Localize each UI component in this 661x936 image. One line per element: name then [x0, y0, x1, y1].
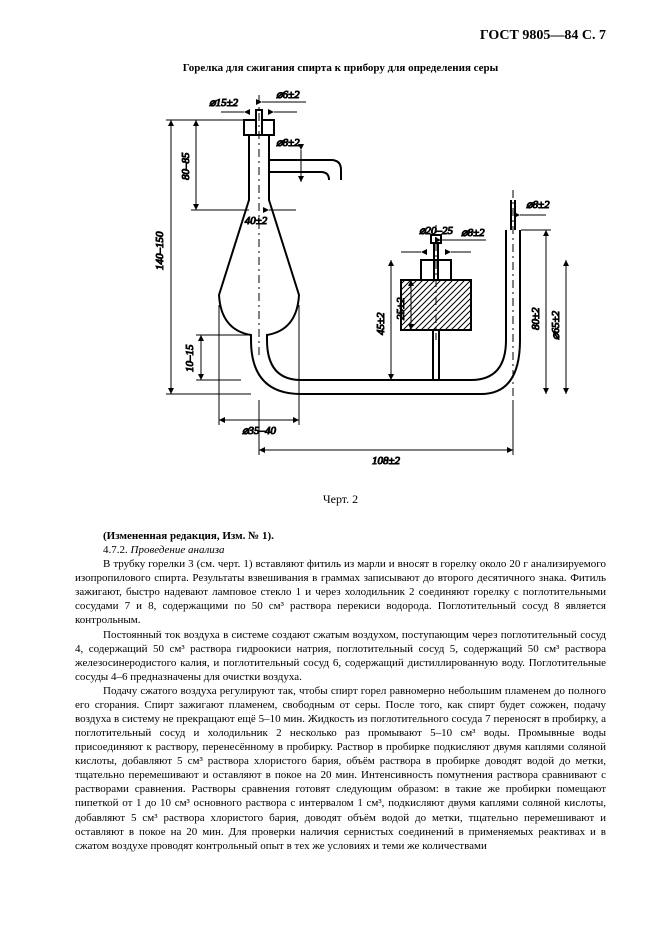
dim-top-left: ⌀15±2	[209, 97, 239, 109]
para-2: Постоянный ток воздуха в системе создают…	[75, 628, 606, 684]
dim-right-h1: 80±2	[530, 307, 542, 330]
dim-stopper-h2: 25±2	[395, 297, 407, 320]
burner-diagram: ⌀15±2 ⌀6±2 ⌀8±2 140–150 80–85 40±2 10–15…	[101, 80, 581, 480]
figure-title: Горелка для сжигания спирта к прибору дл…	[75, 62, 606, 74]
figure-wrap: ⌀15±2 ⌀6±2 ⌀8±2 140–150 80–85 40±2 10–15…	[75, 80, 606, 480]
dim-top-right: ⌀6±2	[276, 89, 300, 101]
dim-stopper-h1: 45±2	[375, 312, 387, 335]
section-no: 4.7.2.	[103, 544, 128, 556]
revision-line: (Измененная редакция, Изм. № 1).	[75, 529, 606, 543]
dim-overall-h: 140–150	[154, 231, 166, 270]
dim-horiz-len: 108±2	[371, 455, 400, 467]
para-3: Подачу сжатого воздуха регулируют так, ч…	[75, 684, 606, 853]
dim-stopper-tube: ⌀8±2	[461, 227, 485, 239]
dim-stopper-outer: ⌀20–25	[418, 225, 453, 237]
dim-neck-mid: 40±2	[244, 215, 267, 227]
figure-caption: Черт. 2	[75, 492, 606, 507]
section-title: Проведение анализа	[131, 544, 225, 556]
doc-code: ГОСТ 9805—84 С. 7	[75, 28, 606, 44]
body-text: (Измененная редакция, Изм. № 1). 4.7.2. …	[75, 529, 606, 853]
section-line: 4.7.2. Проведение анализа	[75, 543, 606, 557]
dim-neck-h: 80–85	[180, 152, 192, 180]
dim-bottom-gap: 10–15	[184, 344, 196, 372]
para-1: В трубку горелки 3 (см. черт. 1) вставля…	[75, 557, 606, 627]
dim-right-tube-d: ⌀8±2	[526, 199, 550, 211]
dim-upper-tube: ⌀8±2	[276, 137, 300, 149]
dim-right-h2: ⌀65±2	[550, 310, 562, 340]
